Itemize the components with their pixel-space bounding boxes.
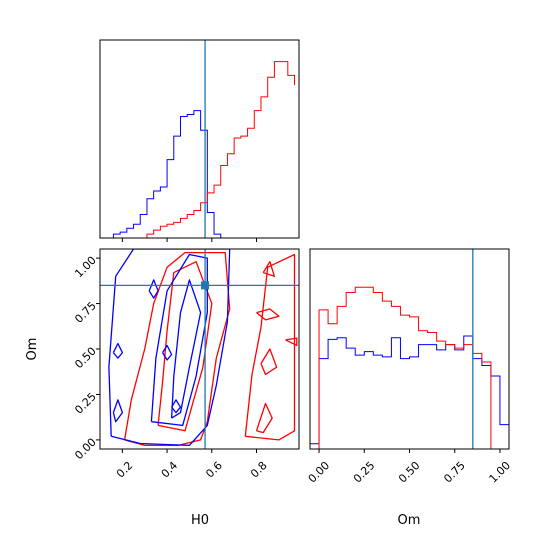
contour-red [244,253,296,441]
x-tick-label: 0.8 [248,459,270,481]
axes-frame [99,39,300,239]
contour-blue [150,253,208,427]
contour-blue [108,249,231,447]
x-axis-label-om: Om [398,513,421,528]
x-tick-label: 0.25 [351,459,378,486]
contour-red [255,402,273,434]
histogram-om-blue [309,335,510,449]
contour-blue [148,279,159,299]
truth-marker [201,281,210,290]
x-tick-label: 0.4 [159,459,181,481]
contour-red [285,337,298,347]
x-tick-label: 0.2 [114,459,136,481]
y-tick-label: 0.25 [72,390,99,417]
contour-blue [171,399,182,414]
x-tick-label: 0.50 [396,459,423,486]
contour-blue [162,344,173,361]
y-tick-label: 0.50 [72,345,99,372]
panel-hist-h0 [99,39,300,242]
contour-red [260,348,278,376]
y-tick-label: 0.00 [72,436,99,463]
x-tick-label: 1.00 [487,459,514,486]
panel-hist-om: 0.00 0.25 0.50 0.75 1.00 [306,248,514,486]
x-axis-label-h0: H0 [191,513,209,528]
panel-contour-h0-om: 0.2 0.4 0.6 0.8 0.00 0.25 0.50 0.75 1.00 [72,248,300,481]
contour-blue [112,342,124,359]
y-tick-label: 0.75 [72,299,99,326]
x-tick-label: 0.75 [441,459,468,486]
histogram-om-red [310,286,509,450]
contour-lines [108,249,298,447]
x-tick-label: 0.00 [306,459,333,486]
contour-red [256,308,280,321]
contour-blue [112,399,124,423]
contour-red [157,261,213,432]
y-axis-label-om: Om [25,338,40,361]
contour-blue [170,279,202,419]
x-tick-label: 0.6 [203,459,225,481]
histogram-h0-blue [100,110,295,239]
histogram-h0-red [100,61,296,239]
y-tick-label: 1.00 [72,254,99,281]
contour-red [262,261,276,277]
axes-frame [309,248,510,450]
